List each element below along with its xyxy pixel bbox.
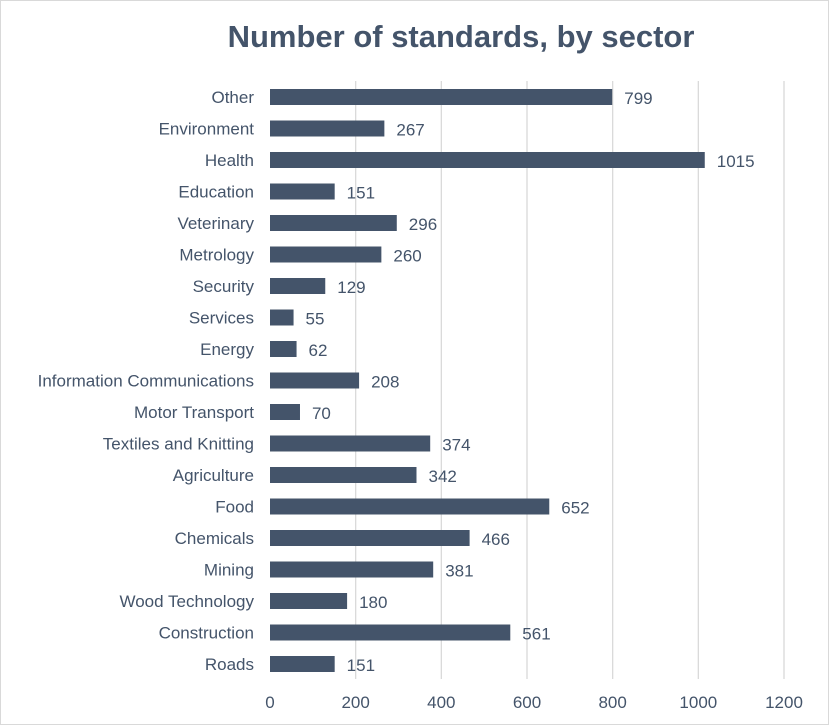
data-label: 208 [371,373,399,392]
data-label: 180 [359,593,387,612]
bar [270,656,335,672]
data-label: 151 [347,656,375,675]
data-label: 374 [442,436,470,455]
x-tick-label: 1200 [765,693,803,712]
category-label: Veterinary [177,214,254,233]
bar [270,467,417,483]
data-label: 260 [393,247,421,266]
category-label: Wood Technology [119,592,254,611]
category-label: Construction [159,624,254,643]
data-label: 561 [522,625,550,644]
bar [270,309,294,326]
x-tick-label: 1000 [679,693,717,712]
x-tick-label: 400 [427,693,455,712]
bar [270,498,550,515]
category-label: Motor Transport [134,403,254,422]
category-label: Chemicals [175,529,254,548]
bar [270,404,300,420]
chart-title: Number of standards, by sector [228,19,695,54]
gridlines [355,81,785,679]
x-tick-label: 0 [265,693,274,712]
data-label: 799 [624,89,652,108]
x-tick-label: 600 [513,693,541,712]
category-label: Agriculture [173,466,254,485]
data-label: 62 [309,341,328,360]
category-label: Information Communications [38,372,254,391]
data-label: 55 [306,310,325,329]
bar [270,215,397,231]
bar [270,183,335,200]
data-label: 296 [409,215,437,234]
data-label: 267 [396,121,424,140]
category-label: Other [211,88,254,107]
bar [270,246,382,263]
category-label: Energy [200,340,254,359]
x-axis-ticks: 0 200 400 600 800 1000 1200 [265,693,803,712]
data-label: 381 [445,562,473,581]
x-tick-label: 200 [341,693,369,712]
x-tick-label: 800 [598,693,626,712]
bar [270,561,434,578]
category-label: Food [215,498,254,517]
category-label: Textiles and Knitting [103,435,254,454]
data-label: 151 [347,184,375,203]
category-labels: Other Environment Health Education Veterinar… [38,88,255,674]
category-label: Mining [204,561,254,580]
data-label: 70 [312,404,331,423]
bar [270,278,326,294]
bar [270,530,470,546]
bar [270,372,360,389]
data-label: 129 [337,278,365,297]
bar [270,152,705,168]
bar [270,624,511,641]
category-label: Roads [205,655,254,674]
bar [270,89,613,105]
data-label: 466 [482,530,510,549]
data-labels: 799 267 1015 151 296 260 129 55 62 208 70 374 342 652… [306,89,755,675]
category-label: Services [189,309,254,328]
data-label: 652 [561,499,589,518]
data-label: 342 [428,467,456,486]
bar [270,593,348,609]
category-label: Health [205,151,254,170]
bars [270,89,705,672]
bar [270,120,385,137]
bar [270,435,431,452]
category-label: Education [178,183,254,202]
bar [270,341,297,357]
category-label: Environment [159,120,255,139]
data-label: 1015 [717,152,755,171]
category-label: Security [193,277,255,296]
category-label: Metrology [179,246,254,265]
